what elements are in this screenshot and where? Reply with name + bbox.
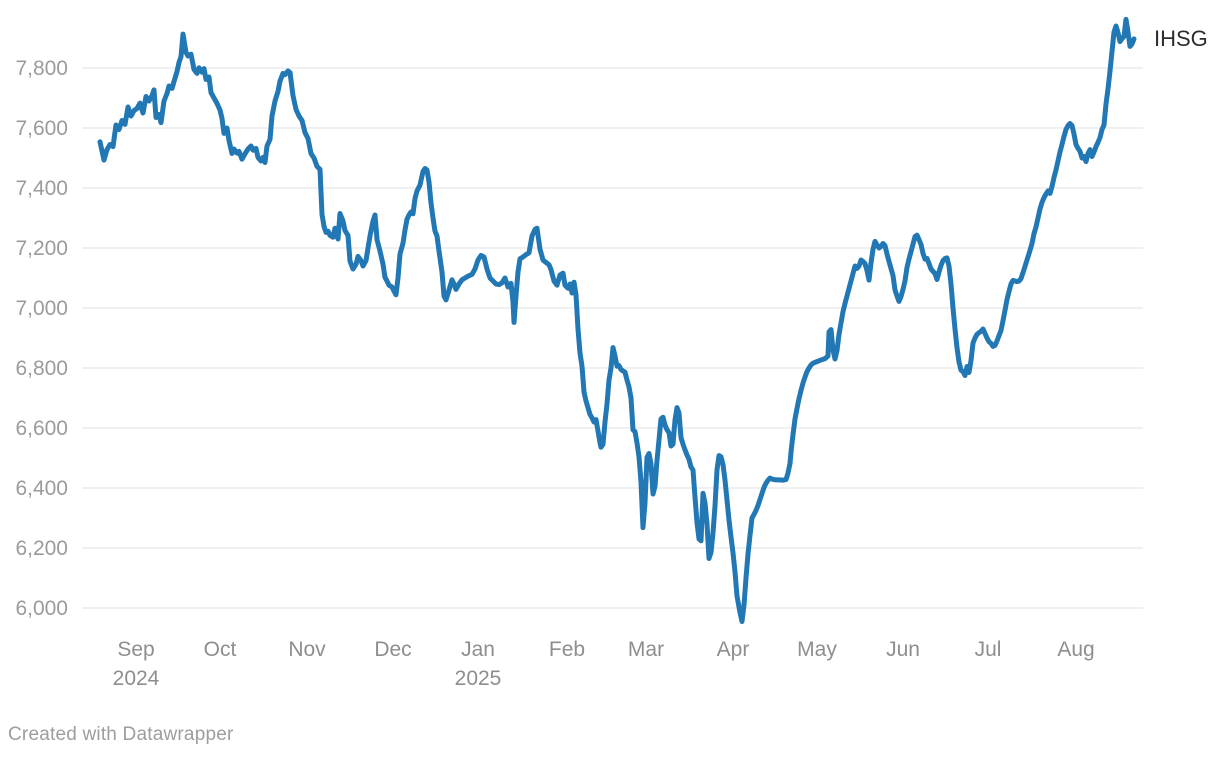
x-axis-month-label: May	[797, 638, 837, 661]
y-axis-tick-label: 7,800	[15, 57, 68, 80]
y-axis-tick-label: 7,600	[15, 117, 68, 140]
x-axis-month-label: Jun	[886, 638, 920, 661]
y-axis-tick-label: 6,000	[15, 597, 68, 620]
x-axis-month-label: Oct	[204, 638, 237, 661]
datawrapper-attribution: Created with Datawrapper	[8, 724, 234, 745]
x-axis-month-label: Nov	[288, 638, 326, 661]
x-axis-month-label: Dec	[374, 638, 411, 661]
y-axis-tick-label: 7,200	[15, 237, 68, 260]
x-axis-month-label: Aug	[1057, 638, 1094, 661]
x-axis-month-label: Sep	[117, 638, 154, 661]
x-axis-month-label: Apr	[717, 638, 750, 661]
y-axis-tick-label: 6,600	[15, 417, 68, 440]
x-axis-month-label: Jan	[461, 638, 495, 661]
x-axis-month-label: Mar	[628, 638, 664, 661]
price-line	[97, 16, 1137, 624]
y-axis-tick-label: 6,800	[15, 357, 68, 380]
series-label: IHSG	[1154, 26, 1208, 51]
y-axis-tick-label: 6,200	[15, 537, 68, 560]
x-axis-month-label: Jul	[975, 638, 1002, 661]
y-axis-tick-label: 7,400	[15, 177, 68, 200]
y-axis-tick-label: 7,000	[15, 297, 68, 320]
x-axis-month-label: Feb	[549, 638, 585, 661]
x-axis-year-label: 2024	[113, 667, 160, 690]
x-axis-year-label: 2025	[455, 667, 502, 690]
y-axis-tick-label: 6,400	[15, 477, 68, 500]
line-chart: 6,000 6,200 6,400 6,600 6,800 7,000 7,200 7,400…	[15, 16, 1208, 690]
